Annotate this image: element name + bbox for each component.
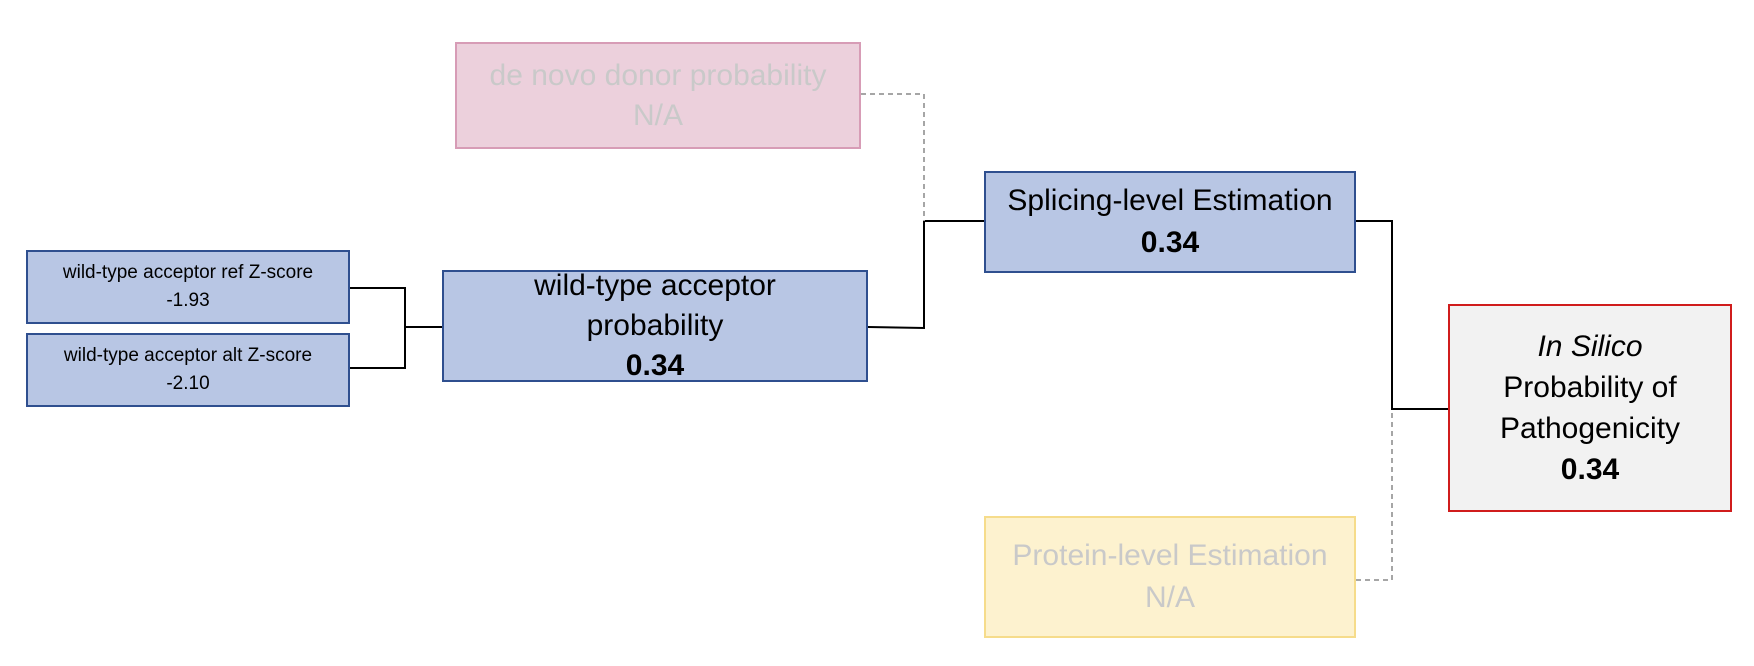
donor-probability-box: de novo donor probability N/A <box>455 42 861 149</box>
pathogenicity-label-line2: Probability of <box>1503 371 1677 404</box>
donor-probability-value: N/A <box>632 98 683 132</box>
ref-z-score-box: wild-type acceptor ref Z-score -1.93 <box>26 250 350 324</box>
protein-estimation-label: Protein-level Estimation <box>1012 539 1328 572</box>
alt-z-score-box: wild-type acceptor alt Z-score -2.10 <box>26 333 350 407</box>
connector-ref-z-to-acceptor <box>350 287 442 328</box>
ref-z-score-value: -1.93 <box>166 290 210 311</box>
connector-donor-to-splicing <box>861 93 925 221</box>
pathogenicity-value: 0.34 <box>1560 453 1620 486</box>
protein-estimation-box: Protein-level Estimation N/A <box>984 516 1356 638</box>
connector-protein-to-final <box>1356 409 1393 581</box>
connector-acceptor-to-splicing <box>867 220 984 330</box>
splicing-estimation-value: 0.34 <box>1140 226 1200 259</box>
donor-probability-label: de novo donor probability <box>489 58 827 92</box>
connector-splicing-to-final <box>1356 220 1448 410</box>
acceptor-probability-value: 0.34 <box>625 349 685 382</box>
connector-alt-z-to-acceptor <box>350 327 406 369</box>
pathogenicity-label-line3: Pathogenicity <box>1499 412 1681 445</box>
alt-z-score-label: wild-type acceptor alt Z-score <box>63 345 313 366</box>
alt-z-score-value: -2.10 <box>166 373 210 394</box>
splicing-estimation-box: Splicing-level Estimation 0.34 <box>984 171 1356 273</box>
acceptor-probability-label-line1: wild-type acceptor <box>534 269 776 302</box>
protein-estimation-value: N/A <box>1144 581 1195 614</box>
ref-z-score-label: wild-type acceptor ref Z-score <box>62 262 314 283</box>
acceptor-probability-label-line2: probability <box>586 309 724 342</box>
splicing-estimation-label: Splicing-level Estimation <box>1007 184 1333 217</box>
acceptor-probability-box: wild-type acceptor probability 0.34 <box>442 269 868 382</box>
pathogenicity-probability-box: In Silico Probability of Pathogenicity 0… <box>1448 304 1732 512</box>
pathogenicity-label-italic: In Silico <box>1537 330 1643 363</box>
